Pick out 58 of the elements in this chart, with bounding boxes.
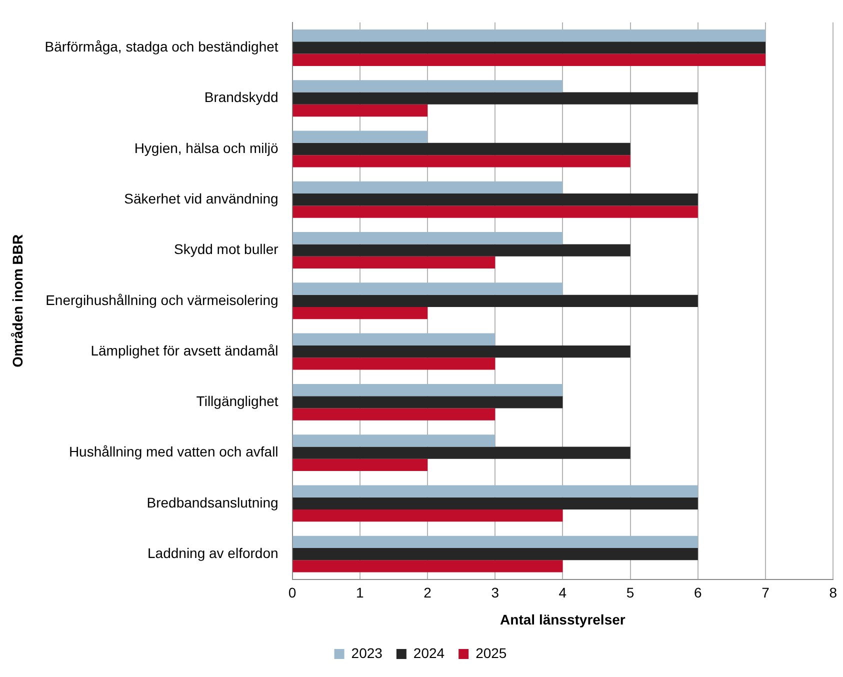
bar [292, 510, 563, 522]
y-tick-label: Brandskydd [204, 89, 278, 106]
bar [292, 485, 698, 498]
bar [292, 384, 563, 396]
y-tick-label: Lämplighet för avsett ändamål [90, 342, 278, 358]
x-tick-label: 0 [288, 584, 296, 601]
bar [292, 282, 563, 295]
bar [292, 181, 563, 194]
bar [292, 206, 698, 218]
bar [292, 92, 698, 104]
bar [292, 333, 496, 346]
bar [292, 155, 630, 168]
bar [292, 560, 563, 572]
bar [292, 194, 698, 206]
legend-label: 2023 [351, 644, 383, 661]
bar [292, 434, 496, 447]
x-tick-label: 8 [829, 584, 838, 601]
y-axis-title: Områden inom BBR [9, 234, 26, 368]
x-tick-label: 7 [762, 584, 770, 601]
bar [292, 80, 563, 92]
bar [292, 244, 630, 256]
bar [292, 396, 563, 408]
y-tick-label: Bredbandsanslutning [146, 494, 278, 510]
bar [292, 142, 630, 156]
bar [292, 42, 766, 54]
legend-label: 2024 [413, 644, 445, 661]
bar [292, 408, 496, 420]
x-axis-title: Antal länsstyrelser [500, 611, 626, 628]
x-tick-label: 5 [626, 584, 634, 601]
y-tick-label: Hygien, hälsa och miljö [134, 140, 278, 156]
x-tick-label: 4 [558, 584, 567, 601]
bar [292, 256, 496, 268]
y-tick-label: Hushållning med vatten och avfall [68, 444, 278, 460]
bar [292, 446, 630, 459]
bar [292, 104, 428, 117]
y-tick-label: Säkerhet vid användning [124, 190, 278, 206]
bar [292, 536, 698, 548]
y-tick-label: Skydd mot buller [174, 241, 279, 258]
bar [292, 548, 698, 560]
bar [292, 345, 630, 358]
bar [292, 29, 766, 42]
bar [292, 458, 428, 472]
x-tick-label: 2 [424, 584, 432, 601]
y-tick-label: Bärförmåga, stadga och beständighet [44, 38, 278, 55]
bar [292, 294, 698, 307]
bar [292, 306, 428, 320]
bar [292, 130, 428, 143]
bar [292, 232, 563, 244]
y-tick-label: Laddning av elfordon [148, 544, 278, 561]
x-tick-label: 1 [356, 584, 364, 601]
legend-label: 2025 [476, 644, 507, 661]
bar [292, 54, 766, 66]
bar [292, 358, 496, 370]
bar [292, 497, 698, 510]
x-tick-label: 3 [491, 584, 500, 601]
y-tick-label: Tillgänglighet [196, 393, 278, 410]
x-tick-label: 6 [694, 584, 702, 601]
y-tick-label: Energihushållning och värmeisolering [46, 292, 278, 308]
